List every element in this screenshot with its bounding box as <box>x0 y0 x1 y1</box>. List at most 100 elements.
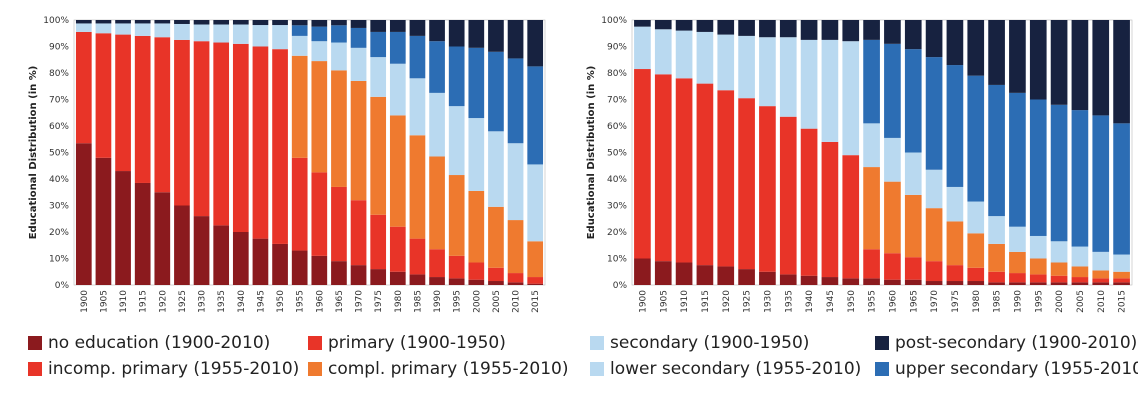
bar-segment <box>988 243 1005 272</box>
x-tick-label: 1900 <box>80 290 90 313</box>
bar-segment <box>904 20 922 50</box>
bar-segment <box>429 277 445 285</box>
x-tick-label: 1940 <box>805 290 815 313</box>
bar-segment <box>134 35 151 183</box>
bar-segment <box>468 279 485 285</box>
bar-segment <box>800 128 818 276</box>
bar-segment <box>350 47 367 81</box>
bar-segment <box>350 20 367 28</box>
bar-segment <box>738 269 755 285</box>
bar-segment <box>331 261 347 285</box>
legend-item-incomp-primary: incomp. primary (1955-2010) <box>28 359 308 379</box>
bar-segment <box>468 262 485 280</box>
bar-segment <box>1092 20 1110 116</box>
bar-segment <box>1029 99 1047 236</box>
bar-segment <box>967 75 985 202</box>
bar-segment <box>759 106 776 272</box>
bar-segment <box>925 281 943 285</box>
bar-segment <box>389 63 406 116</box>
legend-item-post-secondary: post-secondary (1900-2010) <box>875 333 1137 353</box>
bar-segment <box>904 152 922 195</box>
bar-segment <box>389 115 406 227</box>
bar-segment <box>174 39 190 206</box>
bar-segment <box>468 118 485 191</box>
bar-segment <box>654 74 672 262</box>
x-tick-label: 1920 <box>158 290 168 313</box>
bar-segment <box>634 20 651 27</box>
bar-segment <box>717 34 735 91</box>
bar-segment <box>507 20 524 59</box>
bar-segment <box>370 214 387 270</box>
bar-segment <box>488 267 504 282</box>
y-tick-label: 30% <box>49 202 69 212</box>
bar-segment <box>1113 271 1130 279</box>
legend-swatch <box>308 362 322 376</box>
bar-segment <box>696 20 714 32</box>
bar-segment <box>311 20 328 27</box>
bar-segment <box>884 137 901 182</box>
bar-segment <box>988 84 1005 217</box>
x-tick-label: 1995 <box>453 290 463 313</box>
y-tick-label: 80% <box>49 69 69 79</box>
bar-segment <box>654 29 672 75</box>
x-tick-label: 1930 <box>198 290 208 313</box>
bar-segment <box>1009 92 1026 227</box>
x-tick-label: 1945 <box>256 290 266 313</box>
y-tick-label: 30% <box>607 202 627 212</box>
bar-segment <box>174 23 190 40</box>
bar-segment <box>272 49 288 244</box>
x-tick-label: 1915 <box>139 290 149 313</box>
bar-segment <box>946 65 964 187</box>
y-tick-label: 0% <box>613 281 628 291</box>
y-tick-label: 70% <box>49 96 69 106</box>
bar-segment <box>759 271 776 285</box>
bar-segment <box>174 20 190 24</box>
bar-segment <box>193 20 210 25</box>
bar-segment <box>115 171 131 285</box>
x-tick-label: 1970 <box>355 290 365 313</box>
x-tick-label: 1935 <box>217 290 227 313</box>
bar-segment <box>389 20 406 32</box>
bar-segment <box>1029 20 1047 100</box>
bar-segment <box>738 35 755 99</box>
legend-swatch <box>590 336 604 350</box>
bar-segment <box>1113 278 1130 283</box>
bar-segment <box>675 78 693 263</box>
bar-segment <box>634 258 651 285</box>
bar-segment <box>370 31 387 58</box>
bar-segment <box>925 20 943 58</box>
bar-segment <box>331 20 347 26</box>
bar-segment <box>675 262 693 285</box>
bar-segment <box>213 20 230 25</box>
bar-segment <box>174 205 190 285</box>
bar-segment <box>448 278 465 286</box>
bar-segment <box>193 41 210 217</box>
bar-segment <box>1092 278 1110 283</box>
bar-segment <box>527 277 544 284</box>
bar-segment <box>884 43 901 138</box>
bar-segment <box>507 282 524 285</box>
bar-segment <box>967 267 985 282</box>
bar-segment <box>904 257 922 280</box>
bar-segment <box>1009 20 1026 93</box>
legend-item-primary: primary (1900-1950) <box>308 333 590 353</box>
bar-segment <box>696 265 714 286</box>
bar-segment <box>863 278 880 286</box>
bar-segment <box>1092 115 1110 252</box>
bar-segment <box>291 157 308 251</box>
legend-item-compl-primary: compl. primary (1955-2010) <box>308 359 590 379</box>
bar-segment <box>193 24 210 42</box>
bar-segment <box>654 20 672 30</box>
bar-segment <box>389 31 406 64</box>
bar-segment <box>759 20 776 38</box>
x-tick-label: 2010 <box>512 290 522 313</box>
bar-segment <box>488 131 504 207</box>
bar-segment <box>884 253 901 280</box>
bar-segment <box>350 265 367 286</box>
bar-segment <box>370 96 387 215</box>
x-tick-label: 1955 <box>296 290 306 313</box>
x-tick-label: 1910 <box>119 290 129 313</box>
bar-segment <box>842 278 860 286</box>
bar-segment <box>488 51 504 132</box>
x-tick-label: 1980 <box>394 290 404 313</box>
